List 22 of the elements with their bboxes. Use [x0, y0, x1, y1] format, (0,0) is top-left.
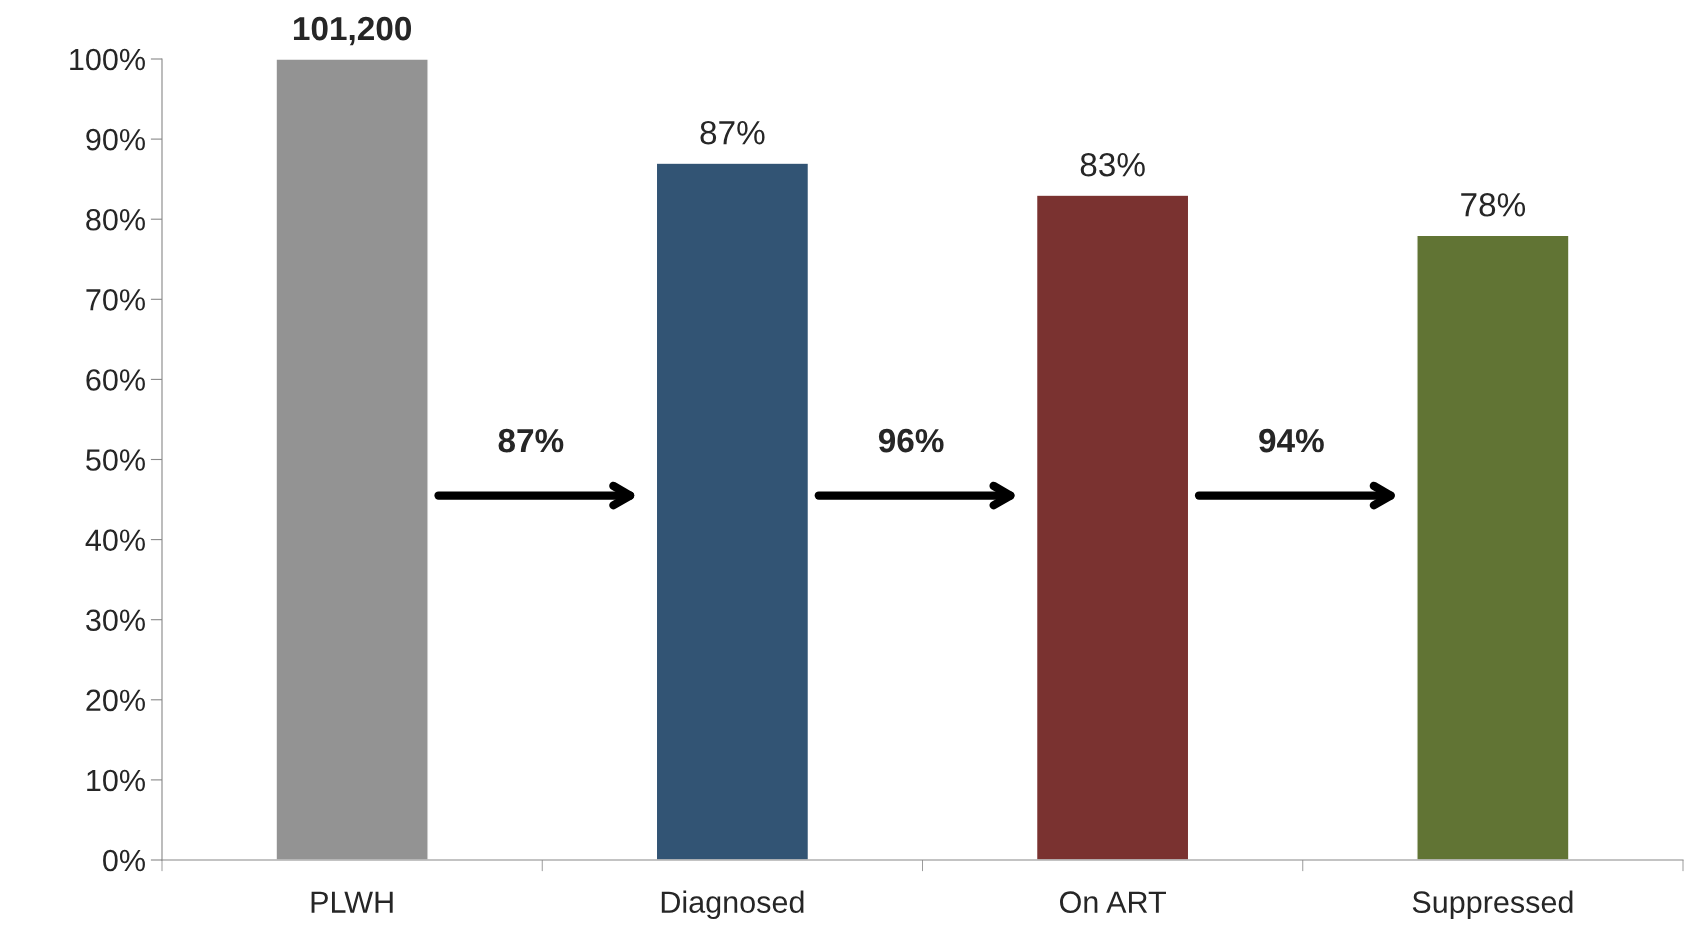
- y-tick-label: 90%: [86, 128, 145, 151]
- data-label: 87%: [700, 120, 765, 145]
- data-label: 78%: [1461, 193, 1526, 217]
- y-tick-label: 20%: [86, 689, 145, 712]
- data-label: 83%: [1080, 152, 1145, 177]
- annotation: 94%: [1259, 428, 1324, 453]
- y-tick-label: 100%: [70, 48, 145, 71]
- x-tick-label: Diagnosed: [661, 890, 804, 920]
- x-tick-label: Suppressed: [1412, 890, 1573, 920]
- annotation: 101,200: [293, 16, 412, 46]
- y-tick-label: 50%: [86, 449, 145, 471]
- y-tick-label: 0%: [103, 849, 145, 872]
- annotation: 96%: [878, 428, 944, 453]
- annotation: 87%: [498, 428, 564, 453]
- x-tick-label: PLWH: [311, 891, 393, 913]
- y-tick-label: 10%: [87, 769, 145, 792]
- y-tick-label: 70%: [86, 289, 145, 311]
- x-tick-label: On ART: [1060, 891, 1166, 913]
- y-tick-label: 80%: [86, 208, 145, 231]
- y-tick-label: 30%: [86, 609, 145, 632]
- y-tick-label: 40%: [85, 529, 145, 551]
- y-tick-label: 60%: [86, 369, 145, 391]
